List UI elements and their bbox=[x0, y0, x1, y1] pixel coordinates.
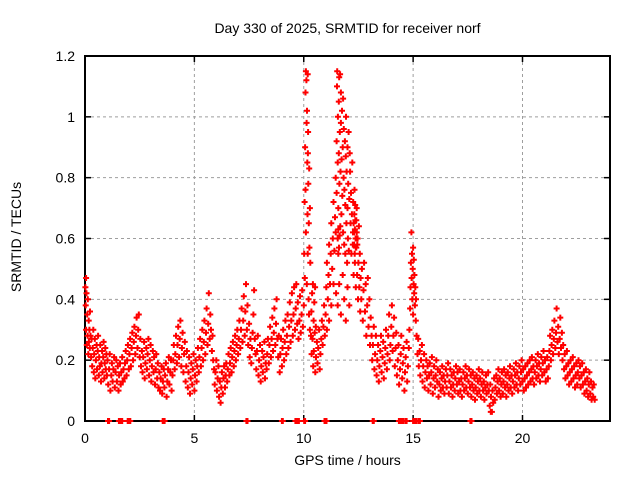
data-points bbox=[82, 68, 598, 424]
y-tick-label: 0.8 bbox=[56, 170, 76, 186]
y-tick-label: 1 bbox=[67, 109, 75, 125]
y-tick-label: 0.4 bbox=[56, 291, 76, 307]
y-tick-label: 0.6 bbox=[56, 231, 76, 247]
x-tick-label: 15 bbox=[405, 430, 421, 446]
y-tick-label: 1.2 bbox=[56, 48, 76, 64]
x-axis-label: GPS time / hours bbox=[294, 452, 401, 468]
x-tick-label: 5 bbox=[190, 430, 198, 446]
y-tick-label: 0.2 bbox=[56, 352, 76, 368]
x-tick-label: 0 bbox=[81, 430, 89, 446]
y-tick-label: 0 bbox=[67, 413, 75, 429]
x-tick-label: 20 bbox=[515, 430, 531, 446]
x-tick-label: 10 bbox=[296, 430, 312, 446]
chart-title: Day 330 of 2025, SRMTID for receiver nor… bbox=[214, 20, 481, 36]
